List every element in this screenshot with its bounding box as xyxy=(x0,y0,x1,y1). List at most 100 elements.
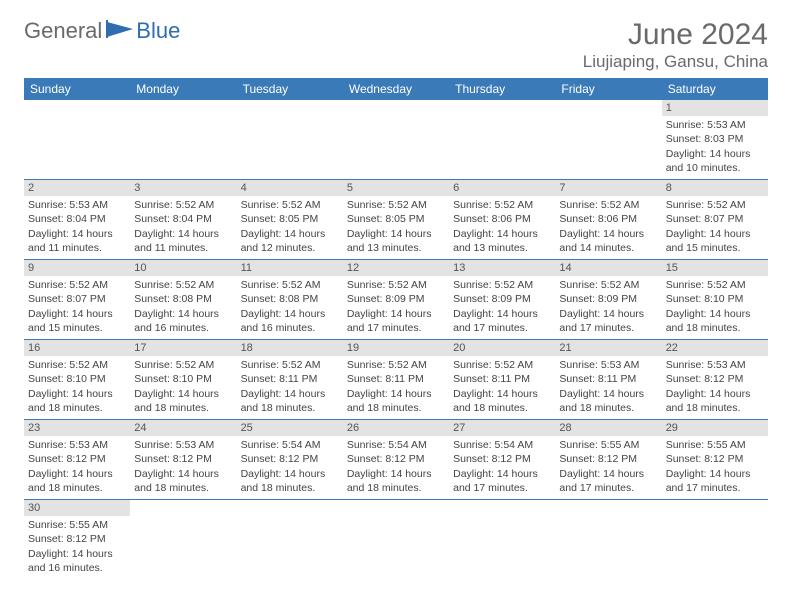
calendar-cell: 13Sunrise: 5:52 AMSunset: 8:09 PMDayligh… xyxy=(449,259,555,339)
day-number: 20 xyxy=(449,340,555,356)
sunrise-text: Sunrise: 5:52 AM xyxy=(666,278,764,292)
sunset-text: Sunset: 8:07 PM xyxy=(28,292,126,306)
day-details: Sunrise: 5:52 AMSunset: 8:05 PMDaylight:… xyxy=(343,196,449,259)
sunset-text: Sunset: 8:05 PM xyxy=(347,212,445,226)
calendar-cell xyxy=(555,499,661,578)
calendar-cell: 25Sunrise: 5:54 AMSunset: 8:12 PMDayligh… xyxy=(237,419,343,499)
calendar-cell: 18Sunrise: 5:52 AMSunset: 8:11 PMDayligh… xyxy=(237,339,343,419)
sunset-text: Sunset: 8:12 PM xyxy=(347,452,445,466)
sunset-text: Sunset: 8:09 PM xyxy=(559,292,657,306)
sunrise-text: Sunrise: 5:52 AM xyxy=(347,278,445,292)
calendar-cell xyxy=(449,100,555,179)
day-details: Sunrise: 5:54 AMSunset: 8:12 PMDaylight:… xyxy=(343,436,449,499)
day-number: 16 xyxy=(24,340,130,356)
daylight-text: Daylight: 14 hours and 13 minutes. xyxy=(453,227,551,255)
day-number: 8 xyxy=(662,180,768,196)
calendar-cell: 4Sunrise: 5:52 AMSunset: 8:05 PMDaylight… xyxy=(237,179,343,259)
sunrise-text: Sunrise: 5:52 AM xyxy=(241,358,339,372)
sunrise-text: Sunrise: 5:52 AM xyxy=(453,278,551,292)
sunrise-text: Sunrise: 5:52 AM xyxy=(28,278,126,292)
daylight-text: Daylight: 14 hours and 18 minutes. xyxy=(28,387,126,415)
daylight-text: Daylight: 14 hours and 17 minutes. xyxy=(666,467,764,495)
daylight-text: Daylight: 14 hours and 10 minutes. xyxy=(666,147,764,175)
day-number: 9 xyxy=(24,260,130,276)
daylight-text: Daylight: 14 hours and 18 minutes. xyxy=(347,467,445,495)
daylight-text: Daylight: 14 hours and 15 minutes. xyxy=(28,307,126,335)
sunset-text: Sunset: 8:10 PM xyxy=(134,372,232,386)
calendar-cell xyxy=(555,100,661,179)
calendar-cell: 26Sunrise: 5:54 AMSunset: 8:12 PMDayligh… xyxy=(343,419,449,499)
day-details: Sunrise: 5:53 AMSunset: 8:11 PMDaylight:… xyxy=(555,356,661,419)
day-details: Sunrise: 5:53 AMSunset: 8:04 PMDaylight:… xyxy=(24,196,130,259)
daylight-text: Daylight: 14 hours and 15 minutes. xyxy=(666,227,764,255)
sunset-text: Sunset: 8:04 PM xyxy=(28,212,126,226)
daylight-text: Daylight: 14 hours and 17 minutes. xyxy=(453,467,551,495)
calendar-cell: 22Sunrise: 5:53 AMSunset: 8:12 PMDayligh… xyxy=(662,339,768,419)
calendar-cell: 28Sunrise: 5:55 AMSunset: 8:12 PMDayligh… xyxy=(555,419,661,499)
day-number: 10 xyxy=(130,260,236,276)
sunrise-text: Sunrise: 5:52 AM xyxy=(559,198,657,212)
day-details: Sunrise: 5:52 AMSunset: 8:05 PMDaylight:… xyxy=(237,196,343,259)
sunset-text: Sunset: 8:12 PM xyxy=(453,452,551,466)
calendar-cell: 24Sunrise: 5:53 AMSunset: 8:12 PMDayligh… xyxy=(130,419,236,499)
sunrise-text: Sunrise: 5:52 AM xyxy=(666,198,764,212)
daylight-text: Daylight: 14 hours and 11 minutes. xyxy=(134,227,232,255)
sunrise-text: Sunrise: 5:54 AM xyxy=(347,438,445,452)
day-details: Sunrise: 5:52 AMSunset: 8:07 PMDaylight:… xyxy=(662,196,768,259)
day-details: Sunrise: 5:52 AMSunset: 8:10 PMDaylight:… xyxy=(662,276,768,339)
sunrise-text: Sunrise: 5:52 AM xyxy=(134,278,232,292)
day-details: Sunrise: 5:52 AMSunset: 8:08 PMDaylight:… xyxy=(130,276,236,339)
sunrise-text: Sunrise: 5:52 AM xyxy=(559,278,657,292)
sunrise-text: Sunrise: 5:52 AM xyxy=(28,358,126,372)
sunrise-text: Sunrise: 5:52 AM xyxy=(347,358,445,372)
calendar-cell: 30Sunrise: 5:55 AMSunset: 8:12 PMDayligh… xyxy=(24,499,130,578)
brand-flag-icon xyxy=(106,20,134,41)
daylight-text: Daylight: 14 hours and 18 minutes. xyxy=(559,387,657,415)
calendar-cell xyxy=(449,499,555,578)
calendar-cell: 1Sunrise: 5:53 AMSunset: 8:03 PMDaylight… xyxy=(662,100,768,179)
sunrise-text: Sunrise: 5:53 AM xyxy=(28,198,126,212)
sunrise-text: Sunrise: 5:52 AM xyxy=(453,358,551,372)
calendar-cell xyxy=(130,499,236,578)
daylight-text: Daylight: 14 hours and 13 minutes. xyxy=(347,227,445,255)
day-details: Sunrise: 5:53 AMSunset: 8:12 PMDaylight:… xyxy=(24,436,130,499)
daylight-text: Daylight: 14 hours and 18 minutes. xyxy=(347,387,445,415)
daylight-text: Daylight: 14 hours and 18 minutes. xyxy=(28,467,126,495)
day-details: Sunrise: 5:54 AMSunset: 8:12 PMDaylight:… xyxy=(237,436,343,499)
day-details: Sunrise: 5:52 AMSunset: 8:11 PMDaylight:… xyxy=(343,356,449,419)
brand-logo: General Blue xyxy=(24,18,180,44)
sunset-text: Sunset: 8:04 PM xyxy=(134,212,232,226)
daylight-text: Daylight: 14 hours and 17 minutes. xyxy=(559,467,657,495)
month-title: June 2024 xyxy=(583,18,768,52)
sunset-text: Sunset: 8:09 PM xyxy=(453,292,551,306)
day-number: 26 xyxy=(343,420,449,436)
sunrise-text: Sunrise: 5:52 AM xyxy=(134,358,232,372)
day-number: 3 xyxy=(130,180,236,196)
sunrise-text: Sunrise: 5:54 AM xyxy=(453,438,551,452)
location: Liujiaping, Gansu, China xyxy=(583,52,768,72)
day-details: Sunrise: 5:55 AMSunset: 8:12 PMDaylight:… xyxy=(555,436,661,499)
calendar-cell xyxy=(343,499,449,578)
day-details: Sunrise: 5:52 AMSunset: 8:09 PMDaylight:… xyxy=(555,276,661,339)
day-details: Sunrise: 5:52 AMSunset: 8:11 PMDaylight:… xyxy=(237,356,343,419)
calendar-cell: 6Sunrise: 5:52 AMSunset: 8:06 PMDaylight… xyxy=(449,179,555,259)
calendar-cell: 29Sunrise: 5:55 AMSunset: 8:12 PMDayligh… xyxy=(662,419,768,499)
daylight-text: Daylight: 14 hours and 12 minutes. xyxy=(241,227,339,255)
day-details: Sunrise: 5:52 AMSunset: 8:10 PMDaylight:… xyxy=(24,356,130,419)
sunset-text: Sunset: 8:12 PM xyxy=(241,452,339,466)
daylight-text: Daylight: 14 hours and 17 minutes. xyxy=(347,307,445,335)
brand-text-gray: General xyxy=(24,18,102,44)
day-number: 15 xyxy=(662,260,768,276)
sunset-text: Sunset: 8:07 PM xyxy=(666,212,764,226)
sunset-text: Sunset: 8:12 PM xyxy=(666,452,764,466)
day-number: 17 xyxy=(130,340,236,356)
sunset-text: Sunset: 8:11 PM xyxy=(241,372,339,386)
calendar-cell: 15Sunrise: 5:52 AMSunset: 8:10 PMDayligh… xyxy=(662,259,768,339)
daylight-text: Daylight: 14 hours and 18 minutes. xyxy=(666,307,764,335)
calendar-head: SundayMondayTuesdayWednesdayThursdayFrid… xyxy=(24,78,768,100)
sunrise-text: Sunrise: 5:52 AM xyxy=(241,278,339,292)
sunset-text: Sunset: 8:03 PM xyxy=(666,132,764,146)
day-number: 28 xyxy=(555,420,661,436)
calendar-cell: 12Sunrise: 5:52 AMSunset: 8:09 PMDayligh… xyxy=(343,259,449,339)
day-details: Sunrise: 5:55 AMSunset: 8:12 PMDaylight:… xyxy=(662,436,768,499)
